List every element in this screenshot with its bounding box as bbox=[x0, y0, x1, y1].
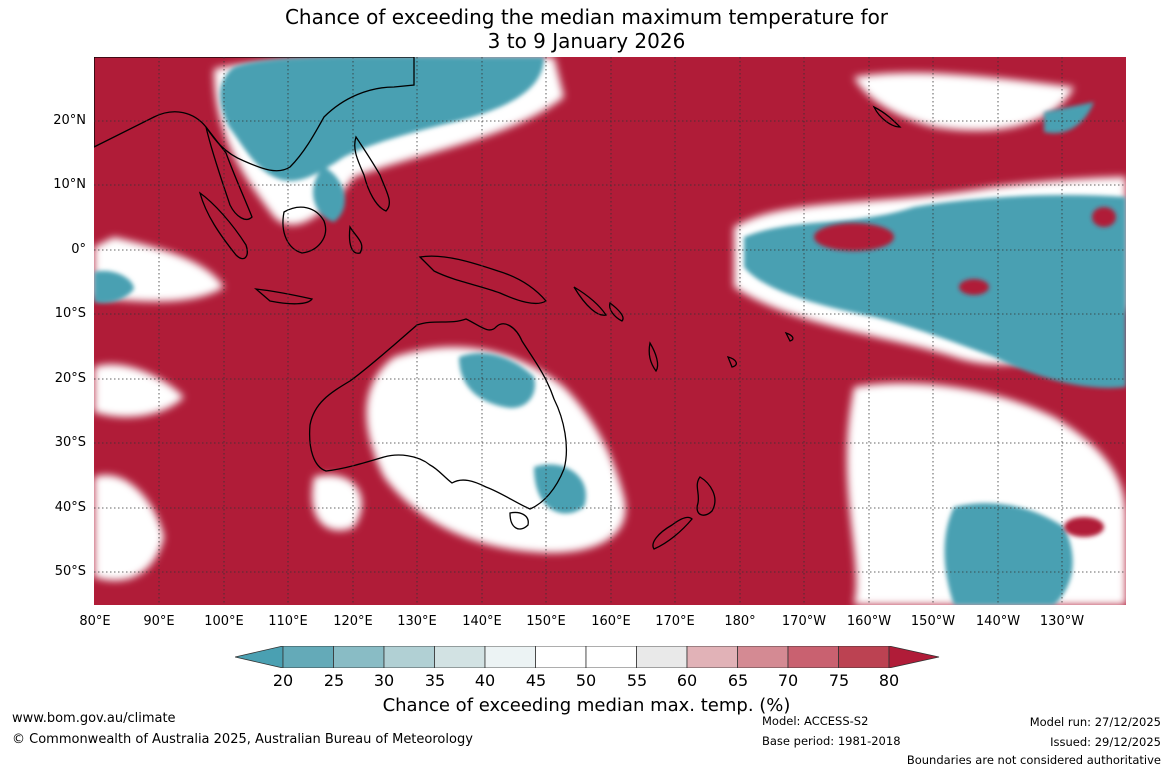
lat-label-10n: 10°N bbox=[53, 177, 86, 192]
colorbar-tick-35: 35 bbox=[424, 671, 446, 690]
colorbar-tick-20: 20 bbox=[272, 671, 294, 690]
website-link[interactable]: www.bom.gov.au/climate bbox=[12, 711, 176, 726]
colorbar-arrow-high bbox=[888, 645, 940, 669]
coastlines bbox=[94, 57, 902, 550]
base-period-info: Base period: 1981-2018 bbox=[762, 734, 901, 748]
lat-label-20s: 20°S bbox=[54, 371, 86, 386]
colorbar-tick-25: 25 bbox=[323, 671, 345, 690]
colorbar bbox=[234, 645, 940, 669]
colorbar-arrow-low bbox=[234, 645, 284, 669]
lat-label-0: 0° bbox=[71, 242, 86, 257]
map-title-line1: Chance of exceeding the median maximum t… bbox=[284, 5, 889, 29]
colorbar-segment bbox=[585, 645, 637, 669]
lon-label-170w: 170°W bbox=[781, 614, 827, 629]
colorbar-tick-40: 40 bbox=[474, 671, 496, 690]
colorbar-segment bbox=[686, 645, 738, 669]
model-run-info: Model run: 27/12/2025 bbox=[1029, 715, 1161, 729]
lon-label-130w: 130°W bbox=[1039, 614, 1085, 629]
lon-label-130e: 130°E bbox=[397, 614, 437, 629]
colorbar-tick-30: 30 bbox=[373, 671, 395, 690]
colorbar-tick-60: 60 bbox=[676, 671, 698, 690]
lat-label-20n: 20°N bbox=[53, 113, 86, 128]
lon-label-120e: 120°E bbox=[333, 614, 373, 629]
graticule bbox=[94, 57, 1126, 605]
lon-label-160w: 160°W bbox=[846, 614, 892, 629]
colorbar-segment bbox=[282, 645, 334, 669]
colorbar-segment bbox=[636, 645, 688, 669]
colorbar-tick-50: 50 bbox=[575, 671, 597, 690]
colorbar-segment bbox=[838, 645, 890, 669]
forecast-map bbox=[94, 57, 1126, 605]
colorbar-tick-65: 65 bbox=[727, 671, 749, 690]
lat-label-50s: 50°S bbox=[54, 564, 86, 579]
colorbar-tick-75: 75 bbox=[828, 671, 850, 690]
map-svg bbox=[94, 57, 1126, 605]
colorbar-tick-80: 80 bbox=[878, 671, 900, 690]
lon-label-140e: 140°E bbox=[462, 614, 502, 629]
map-title-line2: 3 to 9 January 2026 bbox=[487, 29, 686, 53]
model-info: Model: ACCESS-S2 bbox=[762, 714, 869, 728]
colorbar-segment bbox=[535, 645, 587, 669]
lon-label-160e: 160°E bbox=[591, 614, 631, 629]
lon-label-90e: 90°E bbox=[143, 614, 175, 629]
colorbar-label: Chance of exceeding median max. temp. (%… bbox=[382, 695, 791, 716]
colorbar-tick-70: 70 bbox=[777, 671, 799, 690]
lon-label-140w: 140°W bbox=[975, 614, 1021, 629]
colorbar-tick-45: 45 bbox=[525, 671, 547, 690]
lon-label-100e: 100°E bbox=[204, 614, 244, 629]
lon-label-150w: 150°W bbox=[910, 614, 956, 629]
issued-info: Issued: 29/12/2025 bbox=[1050, 735, 1161, 749]
colorbar-segment bbox=[333, 645, 385, 669]
colorbar-segment bbox=[434, 645, 486, 669]
lat-label-10s: 10°S bbox=[54, 306, 86, 321]
colorbar-svg bbox=[234, 645, 940, 669]
lon-label-150e: 150°E bbox=[526, 614, 566, 629]
lon-label-170e: 170°E bbox=[655, 614, 695, 629]
colorbar-segment bbox=[383, 645, 435, 669]
colorbar-tick-55: 55 bbox=[626, 671, 648, 690]
warm-hotspots bbox=[814, 207, 1116, 537]
boundaries-disclaimer: Boundaries are not considered authoritat… bbox=[906, 753, 1161, 767]
colorbar-segment bbox=[787, 645, 839, 669]
lon-label-80e: 80°E bbox=[79, 614, 111, 629]
copyright-text: © Commonwealth of Australia 2025, Austra… bbox=[12, 732, 473, 747]
lon-label-110e: 110°E bbox=[268, 614, 308, 629]
colorbar-segment bbox=[484, 645, 536, 669]
lat-label-30s: 30°S bbox=[54, 435, 86, 450]
lat-label-40s: 40°S bbox=[54, 500, 86, 515]
colorbar-segment bbox=[737, 645, 789, 669]
lon-label-180: 180° bbox=[724, 614, 756, 629]
